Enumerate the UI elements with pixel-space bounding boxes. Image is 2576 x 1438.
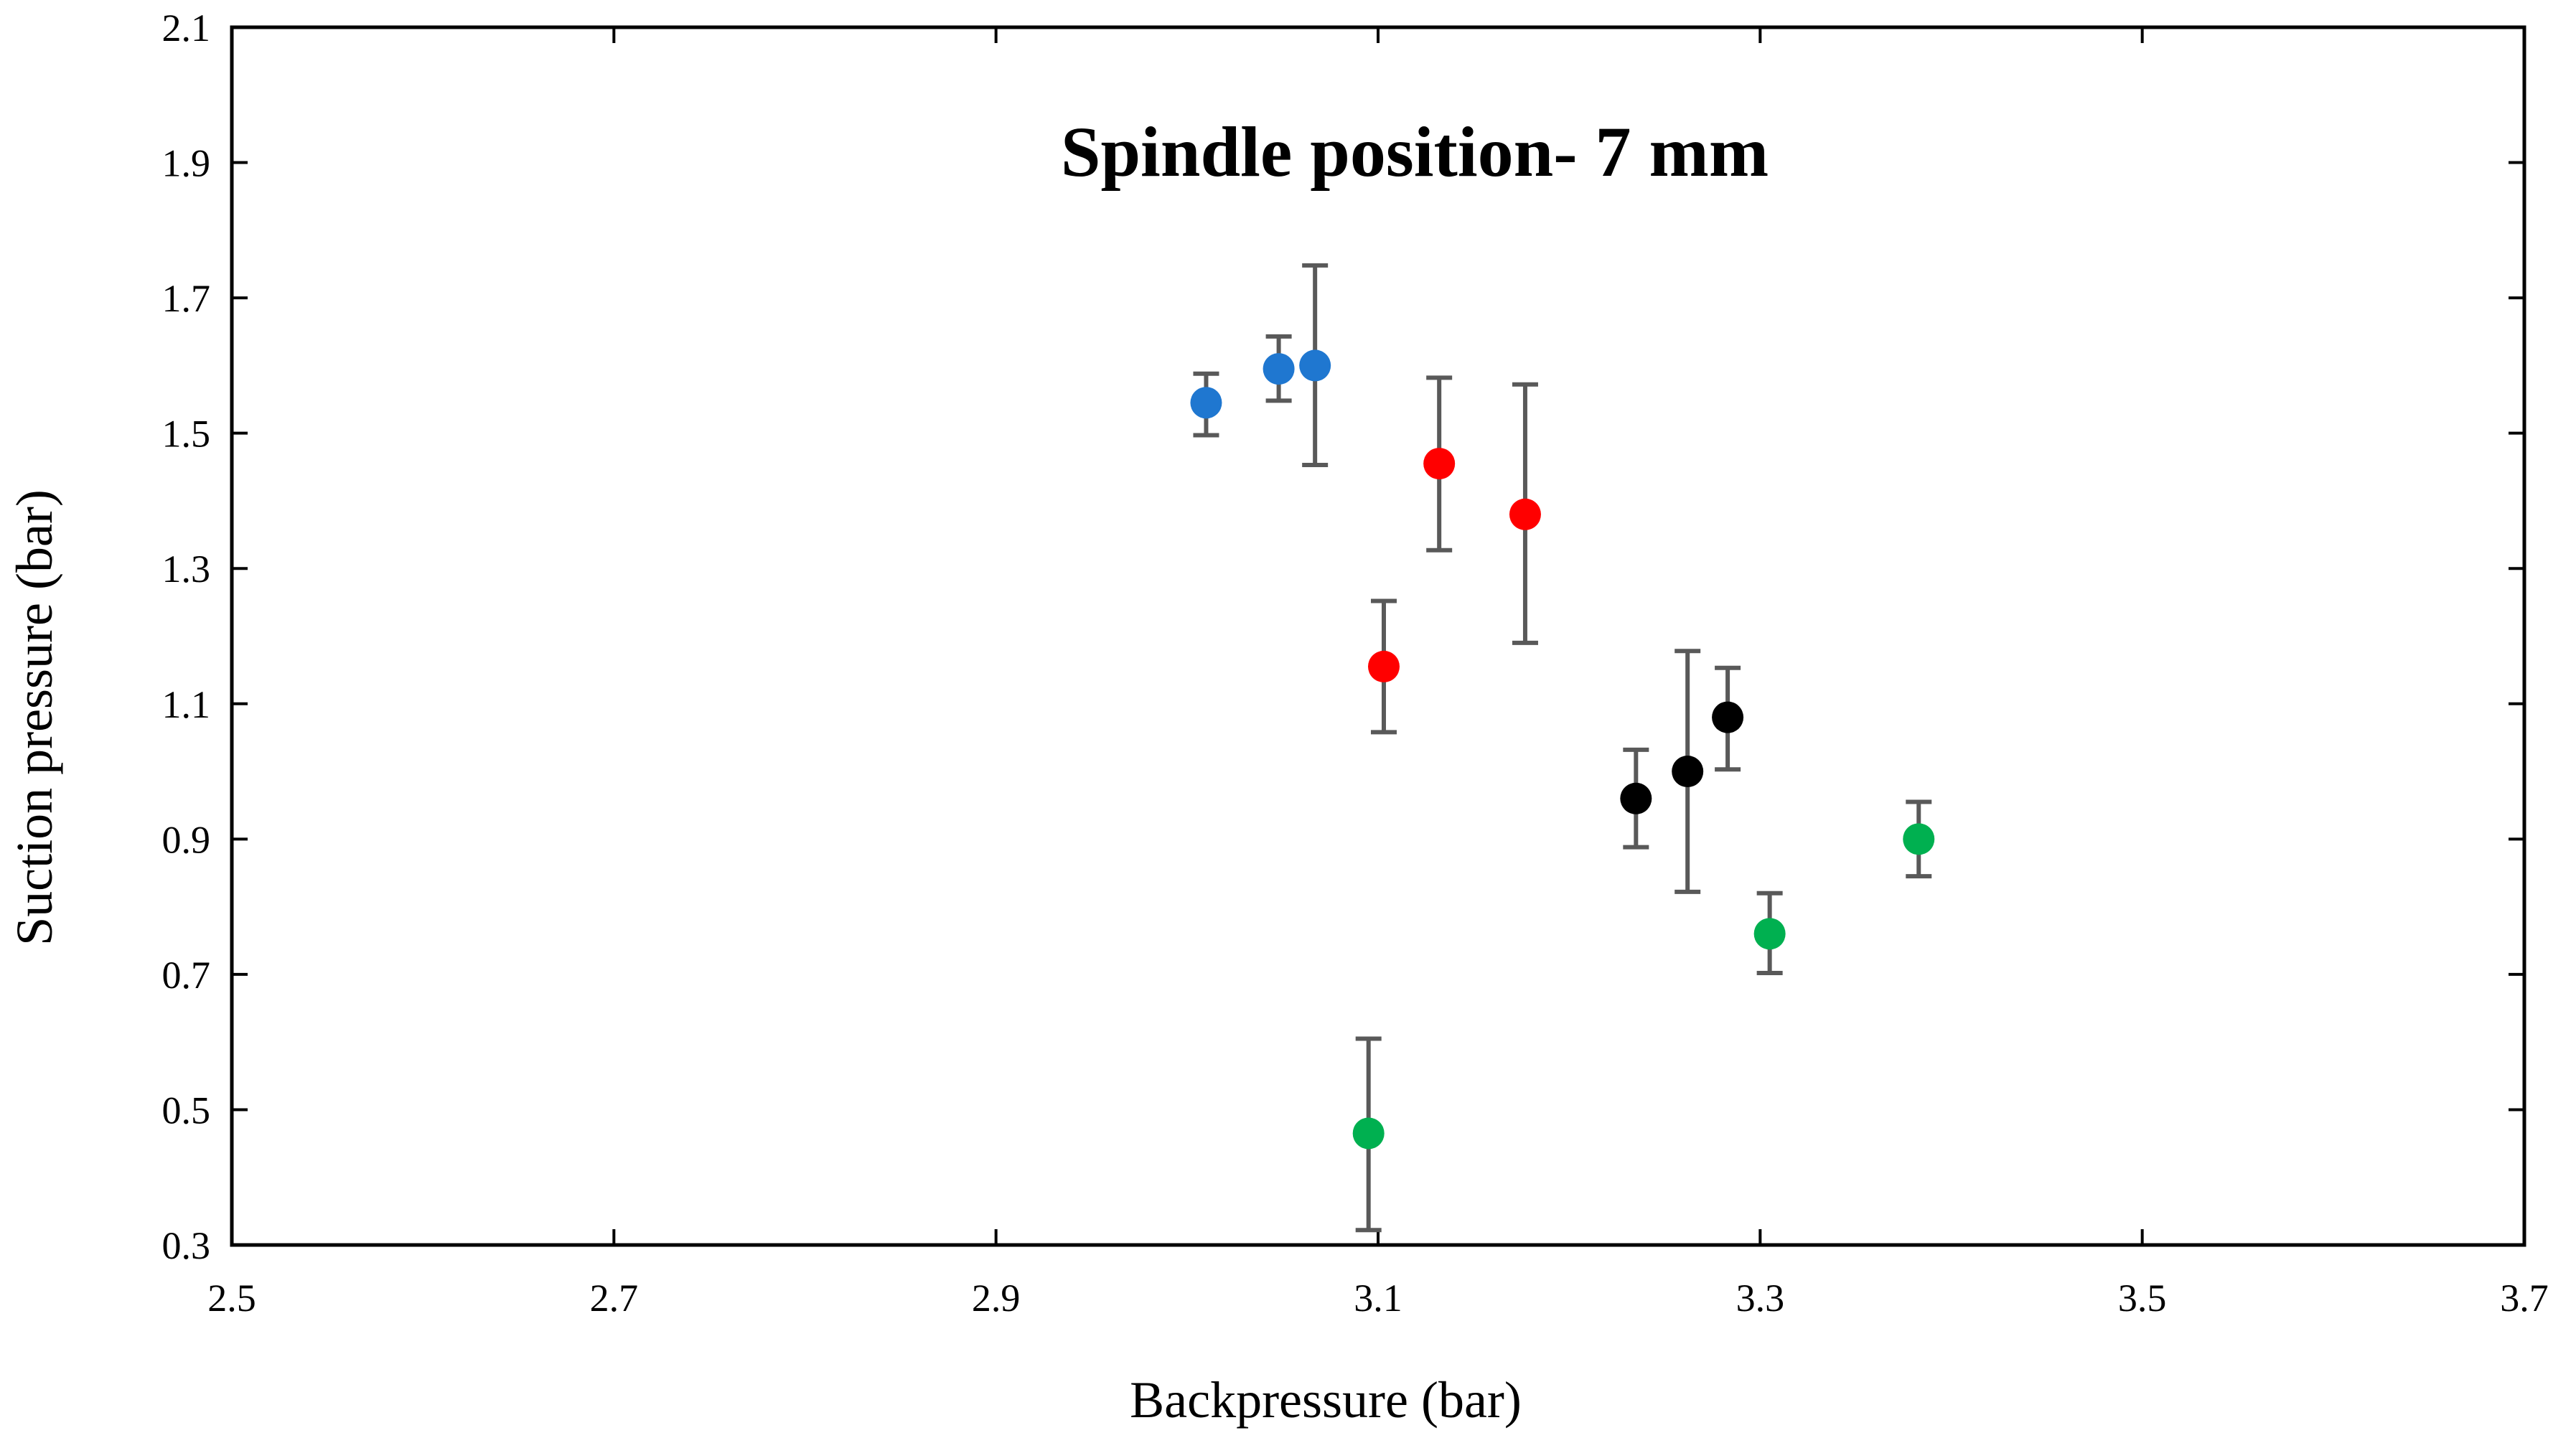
x-tick-label: 3.3 [1736, 1277, 1785, 1320]
x-tick-label: 3.7 [2500, 1277, 2549, 1320]
data-point-blue [1190, 387, 1222, 419]
y-tick-label: 1.5 [162, 413, 211, 456]
y-tick-label: 0.9 [162, 818, 211, 861]
data-point-green [1352, 1117, 1385, 1150]
data-point-black [1620, 782, 1652, 814]
data-point-green [1903, 823, 1935, 855]
y-tick-label: 1.1 [162, 683, 211, 726]
y-tick-label: 0.5 [162, 1089, 211, 1132]
data-point-red [1423, 448, 1456, 480]
data-point-green [1753, 918, 1786, 950]
y-tick-label: 1.7 [162, 277, 211, 320]
y-tick-label: 1.9 [162, 142, 211, 185]
data-point-blue [1263, 353, 1295, 385]
x-tick-label: 3.1 [1354, 1277, 1402, 1320]
x-tick-label: 2.5 [207, 1277, 256, 1320]
x-axis-title: Backpressure (bar) [1130, 1371, 1522, 1429]
x-tick-label: 3.5 [2118, 1277, 2167, 1320]
y-tick-label: 1.3 [162, 548, 211, 591]
y-tick-label: 0.7 [162, 954, 211, 997]
y-tick-label: 0.3 [162, 1224, 211, 1267]
data-point-black [1712, 701, 1744, 733]
data-point-blue [1299, 349, 1331, 382]
y-tick-label: 2.1 [162, 6, 211, 50]
x-tick-label: 2.9 [972, 1277, 1021, 1320]
data-point-red [1367, 650, 1400, 682]
chart-title: Spindle position- 7 mm [1061, 112, 1769, 192]
x-tick-label: 2.7 [590, 1277, 639, 1320]
y-axis-title: Suction pressure (bar) [6, 489, 63, 946]
data-point-black [1672, 756, 1704, 788]
data-point-red [1509, 498, 1541, 530]
